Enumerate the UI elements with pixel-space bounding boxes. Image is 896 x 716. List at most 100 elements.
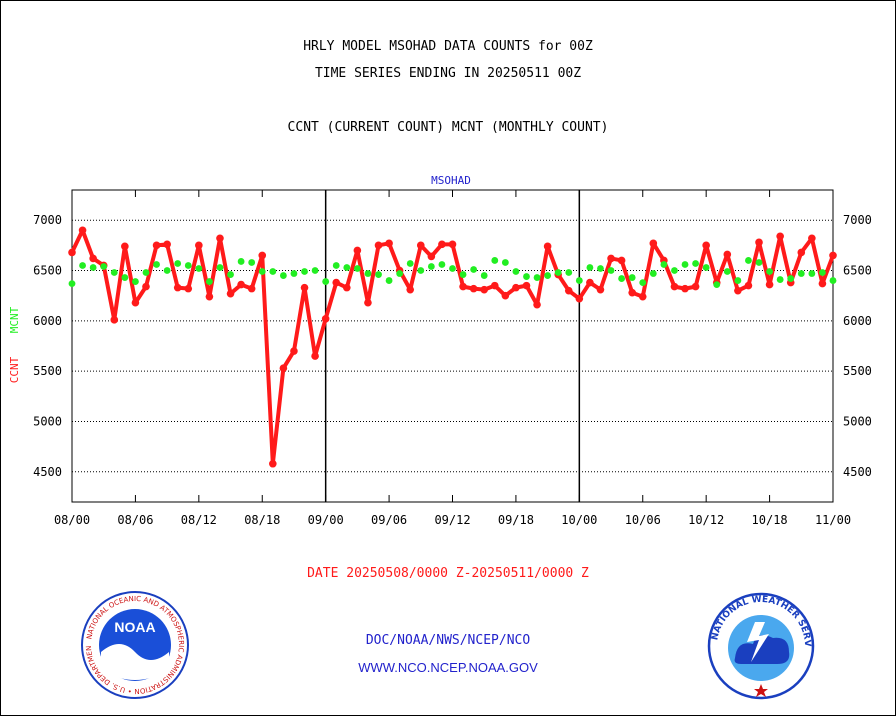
data-point-ccnt [385, 239, 393, 248]
y-tick-label-right: 5000 [843, 414, 872, 428]
y-axis-label-mcnt: MCNT [8, 306, 21, 333]
x-tick-label: 10/00 [561, 513, 597, 527]
data-point-mcnt [290, 270, 298, 277]
data-point-ccnt [586, 278, 594, 287]
data-point-mcnt [406, 260, 414, 267]
data-point-mcnt [237, 258, 245, 265]
data-point-mcnt [671, 267, 678, 274]
data-point-mcnt [829, 277, 837, 284]
data-point-mcnt [745, 257, 752, 264]
data-point-ccnt [469, 284, 478, 293]
y-tick-label-right: 5500 [843, 364, 872, 378]
x-tick-label: 09/18 [498, 513, 534, 527]
x-tick-label: 08/18 [244, 513, 280, 527]
data-point-ccnt [628, 288, 636, 297]
y-tick-label-right: 4500 [843, 465, 872, 479]
x-tick-label: 09/06 [371, 513, 407, 527]
data-point-mcnt [660, 261, 668, 268]
data-point-ccnt [438, 240, 446, 249]
data-point-ccnt [818, 279, 827, 288]
data-point-mcnt [100, 263, 108, 270]
plot-area-border [71, 189, 834, 503]
x-tick-label: 10/06 [625, 513, 661, 527]
data-point-mcnt [438, 261, 446, 268]
data-point-mcnt [174, 260, 182, 267]
data-point-ccnt [269, 459, 277, 468]
data-point-ccnt [406, 285, 415, 294]
axis-layer: 4500 4500 5000 5000 5500 5500 6000 6000 6500 6500… [33, 189, 872, 527]
data-point-ccnt [723, 250, 732, 259]
data-point-ccnt [765, 280, 774, 289]
data-point-ccnt [459, 282, 467, 291]
data-point-mcnt [681, 261, 689, 268]
data-point-mcnt [142, 269, 150, 276]
data-point-ccnt [543, 242, 552, 251]
data-point-ccnt [216, 234, 224, 243]
data-point-ccnt [300, 283, 309, 292]
data-point-ccnt [121, 242, 129, 251]
data-point-ccnt [247, 284, 256, 293]
data-point-ccnt [638, 292, 647, 301]
website-link[interactable]: WWW.NCO.NCEP.NOAA.GOV [358, 660, 538, 675]
nws-star-icon [754, 684, 768, 697]
data-point-ccnt [734, 286, 742, 295]
data-point-mcnt [163, 267, 171, 274]
y-tick-label-right: 7000 [843, 213, 872, 227]
x-tick-label: 09/00 [308, 513, 344, 527]
data-point-ccnt [512, 283, 520, 292]
y-tick-label-left: 7000 [33, 213, 62, 227]
data-point-mcnt [692, 260, 699, 267]
noaa-bird-icon [101, 644, 169, 680]
data-point-ccnt [68, 248, 76, 257]
data-point-ccnt [290, 347, 298, 355]
y-axis-label-ccnt: CCNT [8, 356, 21, 383]
data-point-ccnt [364, 298, 372, 307]
data-point-ccnt [691, 282, 700, 291]
data-point-ccnt [670, 282, 679, 291]
noaa-logo: NATIONAL OCEANIC AND ATMOSPHERIC ADMINIS… [80, 590, 189, 699]
data-point-mcnt [639, 279, 647, 286]
data-point-mcnt [279, 272, 287, 279]
chart-svg: 4500 4500 5000 5000 5500 5500 6000 6000 6500 6500… [8, 174, 872, 527]
data-point-mcnt [311, 267, 319, 274]
data-point-mcnt [79, 262, 86, 269]
data-point-mcnt [797, 270, 805, 277]
data-point-ccnt [142, 282, 150, 291]
data-point-ccnt [152, 241, 161, 250]
data-point-mcnt [819, 269, 826, 276]
chart-title-line2: TIME SERIES ENDING IN 20250511 00Z [314, 66, 582, 81]
data-point-mcnt [544, 272, 552, 279]
data-point-mcnt [375, 271, 382, 278]
data-point-mcnt [269, 268, 277, 275]
date-range-label: DATE 20250508/0000 Z-20250511/0000 Z [307, 566, 589, 581]
data-point-ccnt [448, 240, 457, 249]
data-point-ccnt [237, 280, 245, 289]
x-tick-label: 10/12 [688, 513, 724, 527]
x-tick-label: 10/18 [752, 513, 788, 527]
data-point-mcnt [565, 269, 573, 276]
data-point-ccnt [808, 234, 816, 243]
y-tick-label-left: 6000 [33, 314, 62, 328]
data-point-ccnt [596, 285, 605, 294]
data-point-ccnt [226, 289, 235, 298]
data-point-mcnt [776, 276, 784, 283]
data-point-ccnt [501, 291, 510, 300]
data-point-mcnt [89, 264, 97, 271]
x-tick-label: 11/00 [815, 513, 851, 527]
data-point-mcnt [332, 262, 340, 269]
data-point-mcnt [227, 271, 234, 278]
data-point-ccnt [173, 283, 182, 292]
x-tick-label: 09/12 [434, 513, 470, 527]
nws-lightning-icon [747, 622, 769, 662]
data-point-ccnt [184, 284, 193, 293]
data-point-mcnt [618, 275, 626, 282]
data-point-ccnt [332, 278, 341, 287]
data-point-mcnt [702, 264, 710, 271]
data-point-ccnt [533, 300, 541, 309]
data-point-mcnt [206, 278, 213, 285]
data-point-mcnt [396, 270, 404, 277]
data-point-ccnt [353, 246, 362, 255]
data-point-mcnt [427, 263, 435, 270]
y-tick-label-left: 5500 [33, 364, 62, 378]
data-point-ccnt [343, 283, 351, 292]
